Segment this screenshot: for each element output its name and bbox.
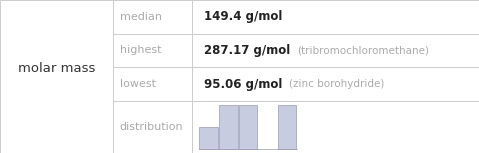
- Bar: [219, 105, 238, 149]
- Bar: [199, 127, 218, 149]
- Text: lowest: lowest: [120, 79, 156, 89]
- Bar: [239, 105, 257, 149]
- Text: 287.17 g/mol: 287.17 g/mol: [204, 44, 290, 57]
- Text: highest: highest: [120, 45, 161, 56]
- Bar: [278, 105, 297, 149]
- Text: median: median: [120, 12, 162, 22]
- Text: (tribromochloromethane): (tribromochloromethane): [297, 45, 429, 56]
- Text: 95.06 g/mol: 95.06 g/mol: [204, 78, 282, 91]
- Text: 149.4 g/mol: 149.4 g/mol: [204, 10, 282, 23]
- Text: (zinc borohydride): (zinc borohydride): [289, 79, 385, 89]
- Text: distribution: distribution: [120, 122, 183, 132]
- Text: molar mass: molar mass: [18, 62, 95, 75]
